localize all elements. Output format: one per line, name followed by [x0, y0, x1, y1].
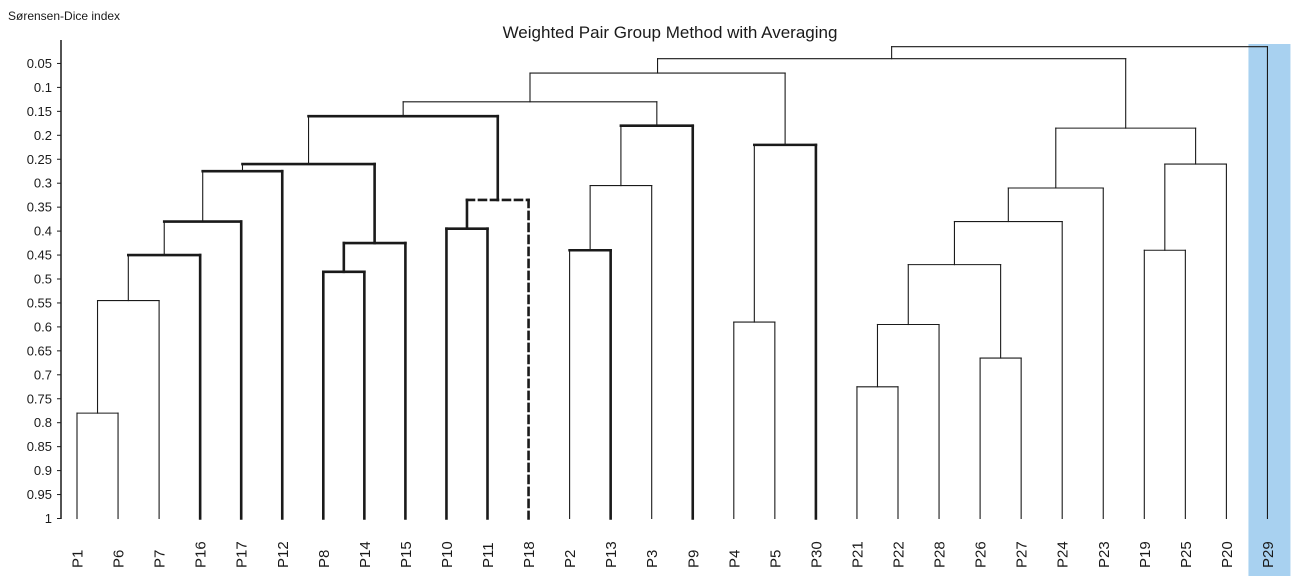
y-axis-ticks: 0.05 0.1 0.15 0.2 0.25 0.3 0.35 0.4 0.45 0.5 0.55 0… [27, 56, 61, 526]
leaf-label-p18: P18 [521, 541, 538, 568]
y-tick-label: 0.75 [27, 391, 52, 406]
leaf-label-p23: P23 [1096, 541, 1113, 568]
y-tick-label: 0.05 [27, 56, 52, 71]
leaf-label-p11: P11 [480, 542, 497, 568]
leaf-label-p21: P21 [849, 541, 866, 568]
leaf-label-p20: P20 [1219, 541, 1236, 568]
leaf-labels: P1 P6 P7 P16 P17 P12 P8 P14 P15 P10 P11 P18 P2 P13 P3 P… [70, 541, 1277, 568]
y-tick-label: 0.5 [34, 272, 52, 287]
leaf-label-p29: P29 [1260, 541, 1277, 568]
y-tick-label: 1 [45, 511, 52, 526]
y-tick-label: 0.25 [27, 152, 52, 167]
y-tick-label: 0.95 [27, 487, 52, 502]
leaf-label-p27: P27 [1014, 541, 1031, 568]
dendrogram-branches [76, 46, 1268, 520]
leaf-label-p19: P19 [1137, 541, 1154, 568]
leaf-label-p1: P1 [70, 550, 87, 568]
leaf-label-p14: P14 [357, 541, 374, 568]
leaf-label-p8: P8 [316, 550, 333, 568]
leaf-label-p13: P13 [603, 541, 620, 568]
leaf-label-p30: P30 [808, 541, 825, 568]
y-tick-label: 0.3 [34, 176, 52, 191]
leaf-label-p3: P3 [644, 550, 661, 568]
leaf-label-p12: P12 [275, 541, 292, 568]
leaf-label-p4: P4 [726, 550, 743, 568]
leaf-label-p15: P15 [398, 541, 415, 568]
chart-title: Weighted Pair Group Method with Averagin… [503, 23, 838, 42]
leaf-label-p2: P2 [562, 550, 579, 568]
y-tick-label: 0.4 [34, 224, 52, 239]
leaf-label-p22: P22 [891, 541, 908, 568]
y-tick-label: 0.35 [27, 200, 52, 215]
leaf-label-p10: P10 [439, 541, 456, 568]
y-tick-label: 0.6 [34, 319, 52, 334]
highlight-band-p29 [1248, 44, 1291, 576]
y-axis-title: Sørensen-Dice index [8, 9, 120, 23]
leaf-label-p17: P17 [234, 541, 251, 568]
y-tick-label: 0.55 [27, 295, 52, 310]
leaf-label-p24: P24 [1055, 541, 1072, 568]
leaf-label-p9: P9 [685, 550, 702, 568]
leaf-label-p7: P7 [152, 550, 169, 568]
leaf-label-p5: P5 [767, 550, 784, 568]
leaf-label-p16: P16 [193, 541, 210, 568]
leaf-label-p26: P26 [973, 541, 990, 568]
y-tick-label: 0.8 [34, 415, 52, 430]
y-tick-label: 0.9 [34, 463, 52, 478]
leaf-label-p25: P25 [1178, 541, 1195, 568]
y-tick-label: 0.7 [34, 367, 52, 382]
y-tick-label: 0.85 [27, 439, 52, 454]
leaf-label-p6: P6 [111, 550, 128, 568]
leaf-label-p28: P28 [932, 541, 949, 568]
y-tick-label: 0.65 [27, 343, 52, 358]
y-tick-label: 0.45 [27, 248, 52, 263]
y-tick-label: 0.15 [27, 104, 52, 119]
y-tick-label: 0.2 [34, 128, 52, 143]
y-tick-label: 0.1 [34, 80, 52, 95]
